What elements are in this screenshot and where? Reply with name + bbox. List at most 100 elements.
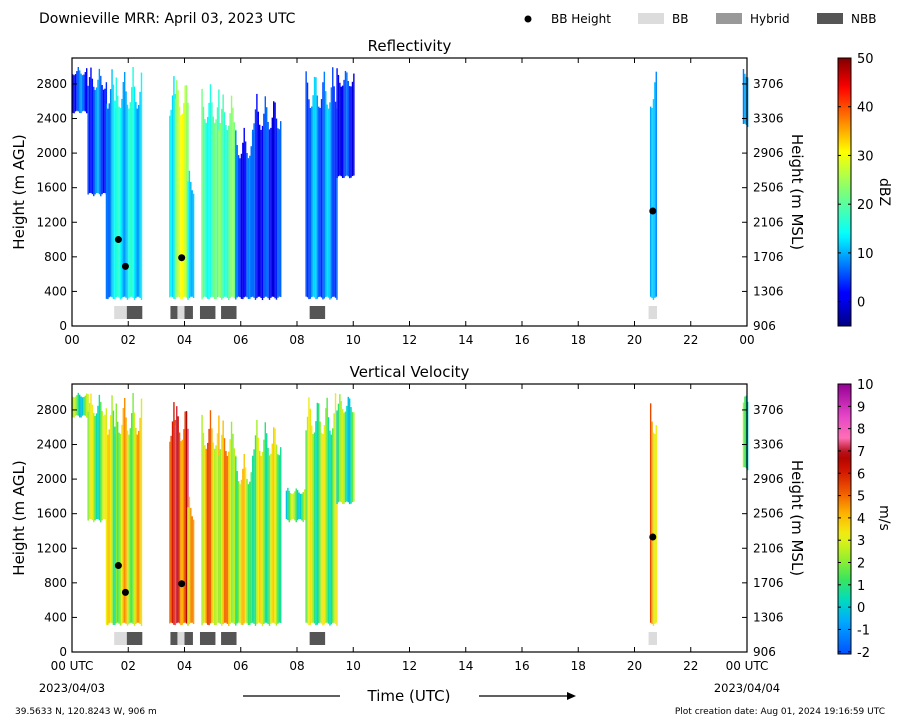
x-tick-label: 04 — [177, 333, 192, 347]
heatmap-cell — [121, 424, 123, 625]
heatmap-cell — [218, 455, 220, 623]
heatmap-cell — [100, 75, 102, 197]
x-tick-label: 22 — [683, 659, 698, 673]
heatmap-cell — [239, 484, 241, 624]
heatmap-cell — [325, 408, 327, 623]
heatmap-cell — [308, 397, 310, 626]
heatmap-cell — [309, 408, 312, 625]
heatmap-cell — [253, 449, 255, 624]
heatmap-cell — [191, 516, 193, 623]
heatmap-cell — [178, 432, 181, 624]
heatmap-cell — [133, 86, 136, 300]
colorbar-tick-label: 0 — [857, 601, 865, 616]
heatmap-cell — [259, 450, 261, 623]
heatmap-cell — [171, 421, 174, 624]
heatmap-cell — [319, 107, 321, 297]
heatmap-cell — [270, 453, 272, 624]
y-tick-label: 800 — [44, 576, 67, 590]
heatmap-cell — [209, 84, 212, 298]
colorbar-tick-label: 20 — [857, 198, 874, 213]
heatmap-cell — [263, 439, 265, 624]
heatmap-cell — [336, 68, 338, 179]
heatmap-cell — [348, 398, 351, 505]
heatmap-cell — [204, 445, 206, 623]
heatmap-cell — [334, 101, 337, 298]
y-tick-label: 2000 — [36, 472, 67, 486]
heatmap-cell — [333, 86, 335, 297]
heatmap-cell — [181, 113, 184, 299]
heatmap-cell — [77, 392, 79, 416]
heatmap-cell — [346, 405, 348, 502]
heatmap-cell — [240, 479, 243, 625]
heatmap-cell — [102, 415, 105, 519]
heatmap-cell — [98, 394, 101, 521]
end-date-label: 2023/04/04 — [714, 681, 780, 695]
heatmap-cell — [137, 430, 140, 623]
heatmap-cell — [130, 413, 133, 623]
heatmap-cell — [239, 158, 241, 298]
heatmap-cell — [177, 416, 179, 623]
heatmap-cell — [325, 91, 327, 297]
bb-type-bar-nbb — [170, 632, 178, 645]
colorbar-tick-label: 10 — [857, 378, 874, 393]
bb-type-bar-nbb — [184, 632, 193, 645]
heatmap-cell — [185, 85, 188, 298]
y-right-tick-label: 3306 — [753, 112, 784, 126]
heatmap-cell — [137, 104, 140, 297]
heatmap-cell — [185, 411, 188, 624]
heatmap-cell — [264, 96, 266, 297]
heatmap-cell — [655, 425, 657, 623]
y-right-tick-label: 1706 — [753, 250, 784, 264]
heatmap-cell — [311, 425, 313, 624]
heatmap-cell — [76, 71, 78, 111]
heatmap-cell — [83, 396, 85, 416]
colorbar-tick-label: -1 — [857, 623, 870, 638]
heatmap-cell — [745, 76, 747, 125]
heatmap-cell — [94, 415, 96, 521]
y-axis-label-right: Height (m MSL) — [788, 460, 806, 576]
heatmap-cell — [135, 101, 137, 299]
heatmap-cell — [84, 395, 86, 416]
colorbar-tick-label: 3 — [857, 534, 865, 549]
heatmap-cell — [744, 73, 746, 124]
heatmap-cell — [122, 408, 124, 623]
heatmap-cell — [232, 433, 234, 623]
colorbar-tick-label: 8 — [857, 423, 865, 438]
heatmap-cell — [287, 487, 289, 521]
heatmap-cell — [652, 99, 655, 300]
heatmap-cell — [243, 453, 245, 624]
heatmap-cell — [84, 72, 86, 112]
legend-label-hybrid: Hybrid — [750, 12, 790, 26]
x-tick-label: 04 — [177, 659, 192, 673]
heatmap-cell — [288, 490, 290, 523]
heatmap-cell — [259, 124, 261, 297]
heatmap-cell — [98, 68, 101, 195]
heatmap-cell — [208, 428, 210, 626]
y-tick-label: 400 — [44, 284, 67, 298]
heatmap-cell — [174, 424, 177, 625]
y-right-tick-label: 2906 — [753, 472, 784, 486]
heatmap-cell — [95, 87, 98, 194]
x-tick-label: 22 — [683, 333, 698, 347]
heatmap-cell — [87, 85, 89, 195]
x-tick-label: 02 — [121, 659, 136, 673]
colorbar-tick-label: 2 — [857, 557, 865, 572]
y-tick-label: 800 — [44, 250, 67, 264]
heatmap-cell — [353, 73, 355, 176]
heatmap-cell — [107, 434, 109, 626]
heatmap-cell — [191, 190, 193, 297]
heatmap-cell — [115, 77, 117, 298]
bb-type-bar-nbb — [184, 306, 193, 319]
heatmap-cell — [247, 484, 250, 626]
x-tick-label: 20 — [627, 333, 642, 347]
heatmap-cell — [742, 402, 745, 468]
heatmap-cell — [140, 72, 143, 301]
colorbar-tick-label: 10 — [857, 247, 874, 262]
heatmap-cell — [334, 393, 337, 624]
heatmap-cell — [232, 107, 234, 297]
figure-legend: BB Height BB Hybrid NBB — [524, 12, 876, 26]
x-tick-label: 08 — [289, 659, 304, 673]
heatmap-cell — [649, 106, 652, 297]
heatmap-cell — [212, 116, 214, 298]
heatmap-cell — [236, 471, 238, 624]
